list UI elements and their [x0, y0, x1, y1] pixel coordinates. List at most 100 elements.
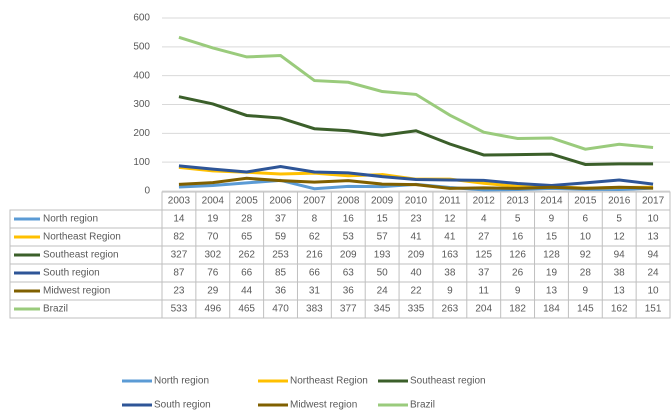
- table-value: 23: [173, 286, 185, 297]
- table-value: 13: [614, 286, 626, 297]
- table-value: 94: [648, 250, 660, 261]
- table-value: 26: [512, 268, 524, 279]
- table-value: 9: [447, 286, 453, 297]
- table-value: 335: [408, 304, 425, 315]
- table-value: 327: [171, 250, 188, 261]
- table-value: 8: [312, 214, 318, 225]
- row-label: Midwest region: [43, 286, 110, 297]
- table-value: 41: [410, 232, 422, 243]
- x-tick-label: 2017: [642, 196, 665, 207]
- table-value: 12: [614, 232, 626, 243]
- table-value: 15: [546, 232, 558, 243]
- table-value: 15: [377, 214, 389, 225]
- table-value: 5: [515, 214, 521, 225]
- legend-label: North region: [154, 376, 209, 387]
- table-value: 193: [374, 250, 391, 261]
- x-tick-label: 2012: [473, 196, 496, 207]
- table-value: 57: [377, 232, 389, 243]
- table-value: 66: [309, 268, 321, 279]
- table-value: 31: [309, 286, 321, 297]
- table-value: 53: [343, 232, 355, 243]
- y-tick-label: 200: [133, 128, 150, 139]
- y-tick-label: 600: [133, 13, 150, 24]
- table-value: 13: [648, 232, 660, 243]
- table-value: 6: [583, 214, 589, 225]
- table-value: 38: [444, 268, 456, 279]
- table-value: 11: [479, 286, 490, 297]
- table-value: 345: [374, 304, 391, 315]
- table-value: 19: [207, 214, 219, 225]
- table-value: 12: [444, 214, 456, 225]
- x-tick-label: 2003: [168, 196, 191, 207]
- table-value: 14: [173, 214, 185, 225]
- table-value: 92: [580, 250, 592, 261]
- x-tick-label: 2004: [202, 196, 225, 207]
- row-label: South region: [43, 268, 100, 279]
- series-line: [178, 164, 654, 188]
- table-value: 128: [543, 250, 560, 261]
- table-value: 162: [611, 304, 628, 315]
- table-value: 24: [377, 286, 389, 297]
- table-value: 13: [546, 286, 558, 297]
- y-tick-label: 400: [133, 70, 150, 81]
- table-value: 28: [580, 268, 592, 279]
- table-value: 44: [241, 286, 253, 297]
- table-value: 4: [481, 214, 487, 225]
- table-value: 184: [543, 304, 560, 315]
- table-value: 263: [442, 304, 459, 315]
- table-value: 209: [408, 250, 425, 261]
- table-value: 209: [340, 250, 357, 261]
- x-tick-label: 2005: [236, 196, 259, 207]
- y-tick-label: 500: [133, 41, 150, 52]
- table-value: 36: [275, 286, 287, 297]
- table-value: 22: [410, 286, 422, 297]
- table-value: 59: [275, 232, 287, 243]
- legend-label: Brazil: [410, 400, 435, 411]
- row-label: Brazil: [43, 304, 68, 315]
- y-tick-label: 100: [133, 157, 150, 168]
- table-value: 70: [207, 232, 219, 243]
- table-value: 10: [648, 286, 660, 297]
- table-value: 5: [616, 214, 622, 225]
- x-tick-label: 2007: [303, 196, 326, 207]
- series-line: [178, 176, 654, 190]
- x-tick-label: 2010: [405, 196, 428, 207]
- row-label: North region: [43, 214, 98, 225]
- table-value: 63: [343, 268, 355, 279]
- table-value: 125: [475, 250, 492, 261]
- row-label: Southeast region: [43, 250, 119, 261]
- table-value: 94: [614, 250, 626, 261]
- table-value: 65: [241, 232, 253, 243]
- x-tick-label: 2011: [439, 196, 461, 207]
- table-value: 10: [648, 214, 660, 225]
- x-tick-label: 2013: [506, 196, 529, 207]
- x-tick-label: 2015: [574, 196, 597, 207]
- table-value: 37: [478, 268, 490, 279]
- table-value: 50: [377, 268, 389, 279]
- table-value: 151: [645, 304, 662, 315]
- table-value: 182: [509, 304, 526, 315]
- x-tick-label: 2014: [540, 196, 563, 207]
- legend-label: Southeast region: [410, 376, 486, 387]
- table-value: 383: [306, 304, 323, 315]
- table-value: 27: [478, 232, 490, 243]
- table-value: 126: [509, 250, 526, 261]
- table-value: 16: [343, 214, 355, 225]
- legend-label: Northeast Region: [290, 376, 368, 387]
- table-value: 533: [171, 304, 188, 315]
- table-value: 23: [410, 214, 422, 225]
- legend-label: South region: [154, 400, 211, 411]
- table-value: 465: [238, 304, 255, 315]
- table-value: 62: [309, 232, 321, 243]
- series-line: [178, 35, 654, 151]
- table-value: 16: [512, 232, 524, 243]
- table-value: 87: [173, 268, 185, 279]
- table-value: 36: [343, 286, 355, 297]
- table-value: 145: [577, 304, 594, 315]
- table-value: 41: [444, 232, 456, 243]
- x-tick-label: 2008: [337, 196, 360, 207]
- table-value: 377: [340, 304, 357, 315]
- table-value: 9: [549, 214, 555, 225]
- table-value: 19: [546, 268, 558, 279]
